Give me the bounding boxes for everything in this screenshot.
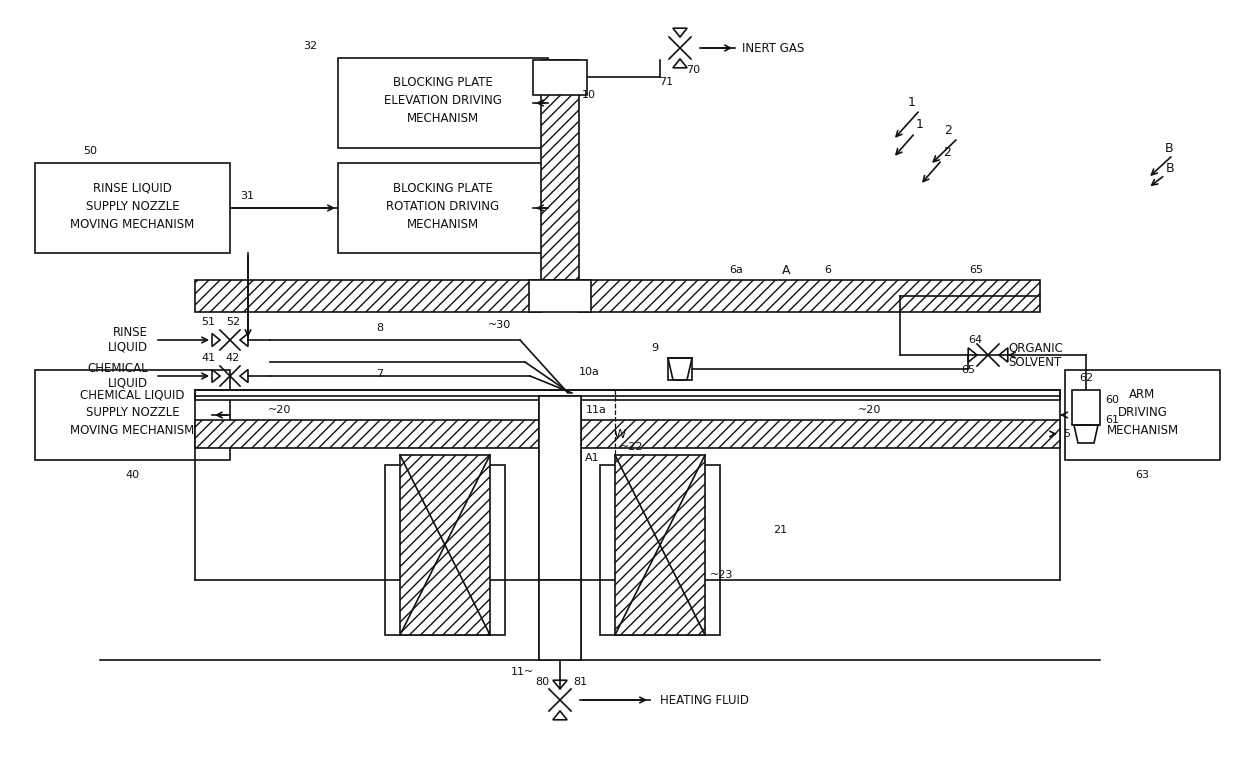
Text: 2: 2 <box>944 146 951 159</box>
Text: MOVING MECHANISM: MOVING MECHANISM <box>71 218 195 231</box>
Bar <box>539 580 582 660</box>
Text: ~23: ~23 <box>711 570 733 580</box>
Text: 60: 60 <box>1105 395 1118 405</box>
Text: 81: 81 <box>573 677 587 687</box>
Text: 9: 9 <box>651 343 658 353</box>
Bar <box>384 465 505 635</box>
Bar <box>35 163 229 253</box>
Bar <box>195 280 541 312</box>
Text: ELEVATION DRIVING: ELEVATION DRIVING <box>384 94 502 107</box>
Text: 21: 21 <box>773 525 787 535</box>
Text: 5: 5 <box>1063 429 1070 439</box>
Bar <box>195 390 1060 400</box>
Text: CHEMICAL: CHEMICAL <box>87 363 148 376</box>
Text: 65: 65 <box>968 265 983 275</box>
Text: ORGANIC: ORGANIC <box>1008 341 1063 354</box>
Text: LIQUID: LIQUID <box>108 377 148 390</box>
Text: 62: 62 <box>1079 373 1094 383</box>
Text: ROTATION DRIVING: ROTATION DRIVING <box>387 199 500 212</box>
Text: LIQUID: LIQUID <box>108 341 148 354</box>
Text: 64: 64 <box>968 335 982 345</box>
Text: BLOCKING PLATE: BLOCKING PLATE <box>393 182 494 195</box>
Text: SOLVENT: SOLVENT <box>1008 357 1061 370</box>
Bar <box>533 60 587 95</box>
Text: CHEMICAL LIQUID: CHEMICAL LIQUID <box>81 389 185 401</box>
Text: 11~: 11~ <box>511 667 534 677</box>
Bar <box>1073 390 1100 425</box>
Text: B: B <box>1166 162 1174 175</box>
Bar <box>539 396 582 580</box>
Text: 6: 6 <box>825 265 832 275</box>
Text: W: W <box>614 429 626 442</box>
Text: A: A <box>781 264 790 276</box>
Text: ARM: ARM <box>1130 389 1156 401</box>
Text: DRIVING: DRIVING <box>1117 407 1167 420</box>
Text: 7: 7 <box>377 369 383 379</box>
Text: HEATING FLUID: HEATING FLUID <box>660 693 749 706</box>
Text: ~30: ~30 <box>487 320 511 330</box>
Text: 8: 8 <box>377 323 383 333</box>
Text: MECHANISM: MECHANISM <box>407 113 479 126</box>
Text: SUPPLY NOZZLE: SUPPLY NOZZLE <box>86 407 180 420</box>
Text: ~20: ~20 <box>858 405 882 415</box>
Text: RINSE LIQUID: RINSE LIQUID <box>93 182 172 195</box>
Bar <box>195 420 1060 448</box>
Text: ~22: ~22 <box>620 442 644 452</box>
Text: ~20: ~20 <box>268 405 291 415</box>
Text: 1: 1 <box>916 118 924 131</box>
Bar <box>339 163 548 253</box>
Text: 41: 41 <box>201 353 215 363</box>
Bar <box>668 358 692 380</box>
Bar <box>615 455 706 635</box>
Text: MECHANISM: MECHANISM <box>407 218 479 231</box>
Text: RINSE: RINSE <box>113 327 148 340</box>
Text: MECHANISM: MECHANISM <box>1106 424 1178 437</box>
Text: SUPPLY NOZZLE: SUPPLY NOZZLE <box>86 199 180 212</box>
Text: 40: 40 <box>125 470 139 480</box>
Text: 65: 65 <box>961 365 975 375</box>
Text: B: B <box>1166 141 1173 154</box>
Text: 6a: 6a <box>729 265 743 275</box>
Bar <box>339 58 548 148</box>
Text: 31: 31 <box>241 191 254 201</box>
Bar <box>600 465 720 635</box>
Text: MOVING MECHANISM: MOVING MECHANISM <box>71 424 195 437</box>
Text: 63: 63 <box>1136 470 1149 480</box>
Bar <box>1065 370 1220 460</box>
Text: BLOCKING PLATE: BLOCKING PLATE <box>393 77 494 90</box>
Text: 71: 71 <box>658 77 673 87</box>
Text: 2: 2 <box>944 123 952 137</box>
Text: 42: 42 <box>226 353 241 363</box>
Text: 50: 50 <box>83 146 97 156</box>
Text: 70: 70 <box>686 65 701 75</box>
Text: 10: 10 <box>582 90 596 100</box>
Bar <box>579 280 1040 312</box>
Bar <box>529 280 591 312</box>
Text: A1: A1 <box>585 453 600 463</box>
Text: INERT GAS: INERT GAS <box>742 41 805 54</box>
Text: 11a: 11a <box>587 405 606 415</box>
Text: 51: 51 <box>201 317 215 327</box>
Text: 32: 32 <box>303 41 317 51</box>
Bar <box>541 60 579 280</box>
Text: 52: 52 <box>226 317 241 327</box>
Bar <box>401 455 490 635</box>
Text: 1: 1 <box>908 96 916 108</box>
Bar <box>35 370 229 460</box>
Text: 80: 80 <box>534 677 549 687</box>
Text: 61: 61 <box>1105 415 1118 425</box>
Text: 10a: 10a <box>579 367 600 377</box>
